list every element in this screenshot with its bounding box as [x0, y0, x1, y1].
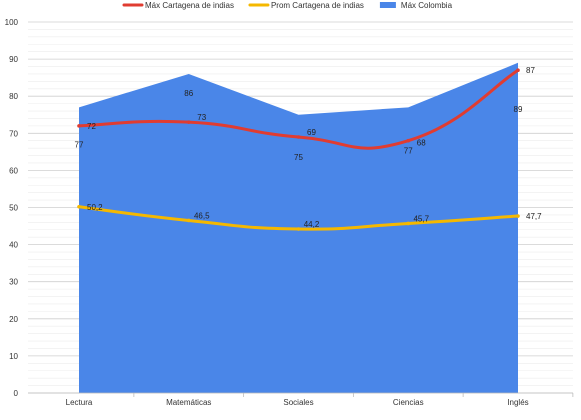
line-point — [296, 135, 301, 139]
y-tick-label: 30 — [9, 278, 18, 287]
area-data-label: 89 — [514, 105, 523, 114]
y-tick-label: 80 — [9, 92, 18, 101]
line-point — [406, 221, 411, 226]
y-tick-label: 20 — [9, 315, 18, 324]
y-tick-label: 10 — [9, 352, 18, 361]
area-data-label: 86 — [184, 89, 193, 98]
legend: Máx Cartagena de indias Prom Cartagena de… — [122, 1, 453, 10]
line-data-label: 72 — [87, 122, 96, 131]
y-tick-label: 60 — [9, 166, 18, 175]
y-tick-label: 0 — [14, 389, 19, 398]
line-data-label: 47,7 — [526, 212, 542, 221]
line-point — [186, 120, 191, 124]
x-tick-label: Ciencias — [393, 398, 424, 407]
line-data-label: 68 — [417, 139, 426, 148]
y-tick-label: 70 — [9, 129, 18, 138]
area-data-label: 77 — [75, 140, 84, 149]
line-point — [186, 218, 191, 223]
x-tick-label: Inglés — [507, 398, 528, 407]
line-data-label: 69 — [307, 128, 316, 137]
axes: 0 10 20 30 40 50 60 70 80 90 100 Lectura Matemáticas… — [5, 18, 574, 407]
line-data-label: 50,2 — [87, 203, 103, 212]
line-point — [516, 68, 520, 73]
area-data-label: 77 — [404, 146, 413, 155]
line-data-label: 44,2 — [304, 220, 320, 229]
y-tick-label: 50 — [9, 204, 18, 213]
legend-label: Máx Colombia — [401, 1, 453, 10]
x-tick-label: Sociales — [283, 398, 313, 407]
legend-label: Máx Cartagena de indias — [145, 1, 234, 10]
legend-swatch — [379, 2, 396, 8]
x-tick-label: Lectura — [66, 398, 93, 407]
y-tick-label: 40 — [9, 241, 18, 250]
line-point — [296, 227, 301, 231]
line-data-label: 73 — [197, 113, 206, 122]
y-tick-label: 90 — [9, 55, 18, 64]
line-series — [77, 68, 520, 231]
y-tick-label: 100 — [5, 18, 19, 27]
line-point — [77, 204, 81, 209]
line-point — [77, 124, 81, 128]
area-data-label: 75 — [294, 153, 303, 162]
line-point — [406, 138, 411, 143]
line-point — [516, 214, 520, 218]
data-labels: 77 86 75 77 89 72 73 69 68 87 50,2 46,5 44,2 45,7 47,7 — [75, 66, 543, 229]
legend-label: Prom Cartagena de indias — [271, 1, 364, 10]
line-data-label: 87 — [526, 66, 535, 75]
x-tick-label: Matemáticas — [166, 398, 211, 407]
line-data-label: 46,5 — [194, 211, 210, 220]
line-data-label: 45,7 — [413, 214, 429, 223]
